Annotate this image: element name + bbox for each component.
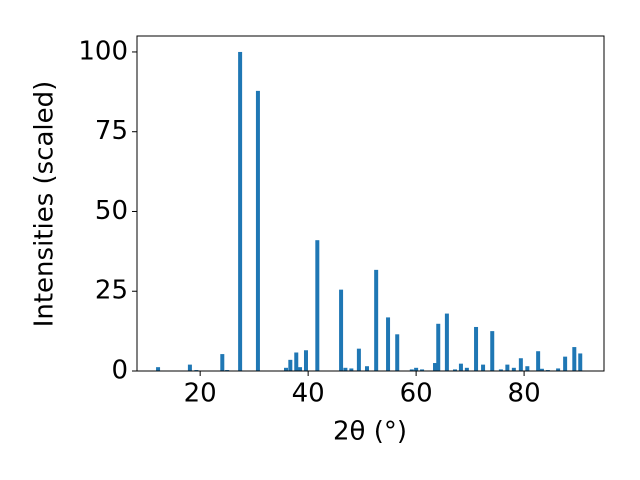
y-tick-label: 100 <box>78 36 128 66</box>
bar <box>386 317 391 371</box>
x-tick-label: 60 <box>400 379 433 409</box>
bar <box>339 289 344 371</box>
y-tick-label: 75 <box>95 116 128 146</box>
bar <box>490 331 495 371</box>
x-tick-label: 40 <box>292 379 325 409</box>
bar <box>315 240 320 371</box>
bar <box>436 323 441 371</box>
bar <box>498 369 503 371</box>
bar <box>518 358 523 371</box>
bar <box>511 367 516 371</box>
bar <box>288 359 293 371</box>
bar <box>474 326 479 371</box>
bar <box>255 90 260 371</box>
y-tick-label: 0 <box>111 356 128 386</box>
bar <box>452 369 457 371</box>
bar <box>578 353 583 371</box>
bar <box>525 366 530 371</box>
bar <box>420 369 425 371</box>
bar <box>556 368 561 371</box>
bar <box>356 348 361 371</box>
bar <box>156 367 161 371</box>
bar <box>458 363 463 371</box>
bar <box>238 51 243 371</box>
bar <box>572 347 577 371</box>
bar <box>349 368 354 371</box>
bar <box>444 313 449 371</box>
x-axis-label: 2θ (°) <box>333 417 407 447</box>
bar <box>414 367 419 371</box>
bar <box>284 367 289 371</box>
bar <box>481 364 486 371</box>
bar <box>294 352 299 371</box>
bar <box>364 366 369 371</box>
bar <box>563 356 568 371</box>
bar <box>343 367 348 371</box>
x-tick-label: 20 <box>184 379 217 409</box>
bar <box>433 363 438 371</box>
bar <box>409 369 414 371</box>
x-tick-label: 80 <box>508 379 541 409</box>
bar <box>395 334 400 371</box>
bar <box>303 350 308 371</box>
y-axis-label: Intensities (scaled) <box>30 81 60 328</box>
plot-frame <box>136 35 605 372</box>
bar <box>539 368 544 371</box>
bar <box>505 364 510 371</box>
bar <box>464 367 469 371</box>
bar <box>187 364 192 371</box>
y-tick-label: 50 <box>95 196 128 226</box>
bar <box>374 269 379 371</box>
bar <box>220 354 225 371</box>
y-tick-label: 25 <box>95 276 128 306</box>
bar <box>298 367 303 371</box>
bar <box>536 351 541 371</box>
